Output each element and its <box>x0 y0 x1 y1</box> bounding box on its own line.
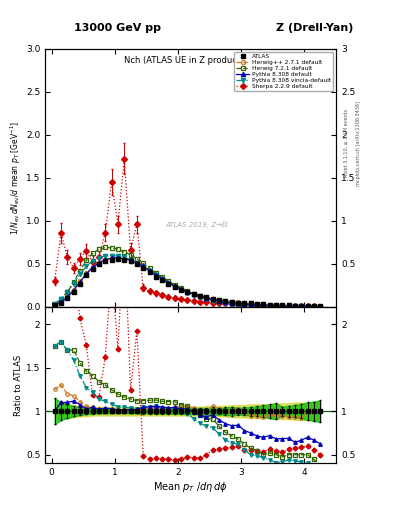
Text: mcplots.cern.ch [arXiv:1306.3436]: mcplots.cern.ch [arXiv:1306.3436] <box>356 101 361 186</box>
Text: ATLAS 2019, Z→ℓℓ: ATLAS 2019, Z→ℓℓ <box>165 221 228 227</box>
Text: Rivet 3.1.10, ≥ 3.1M events: Rivet 3.1.10, ≥ 3.1M events <box>344 109 349 178</box>
Text: 13000 GeV pp: 13000 GeV pp <box>74 23 162 33</box>
Legend: ATLAS, Herwig++ 2.7.1 default, Herwig 7.2.1 default, Pythia 8.308 default, Pythi: ATLAS, Herwig++ 2.7.1 default, Herwig 7.… <box>234 52 333 91</box>
Y-axis label: $1/N_\mathrm{ev}\,dN_\mathrm{ev}/d$ mean $p_T$ [GeV$^{-1}$]: $1/N_\mathrm{ev}\,dN_\mathrm{ev}/d$ mean… <box>9 121 23 235</box>
Y-axis label: Ratio to ATLAS: Ratio to ATLAS <box>14 354 23 416</box>
Text: Nch (ATLAS UE in Z production): Nch (ATLAS UE in Z production) <box>125 56 257 66</box>
X-axis label: Mean $p_T$ /$d\eta\,d\phi$: Mean $p_T$ /$d\eta\,d\phi$ <box>153 480 228 494</box>
Text: Z (Drell-Yan): Z (Drell-Yan) <box>276 23 353 33</box>
